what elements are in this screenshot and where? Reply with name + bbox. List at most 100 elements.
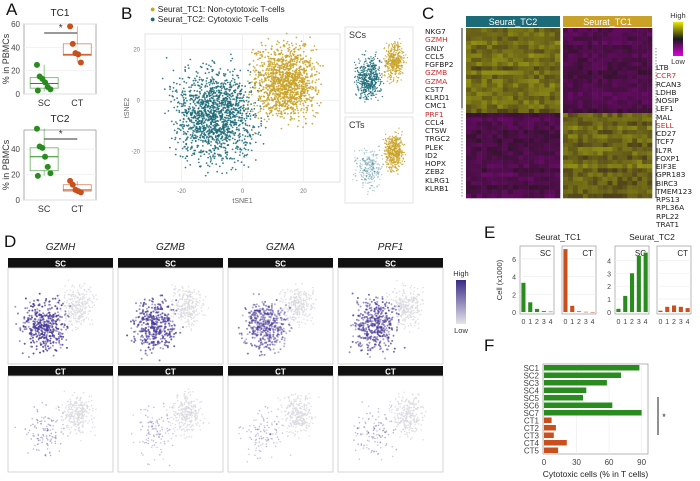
inset-point-tc2 xyxy=(359,60,361,62)
cell-point-tc1 xyxy=(281,74,284,77)
cell-point-tc1 xyxy=(305,76,307,79)
cell-point-tc1 xyxy=(313,68,316,70)
inset-point-tc2 xyxy=(360,166,362,168)
inset-point-tc1 xyxy=(397,41,399,43)
cell-point-tc2 xyxy=(231,74,234,77)
cell-point-tc2 xyxy=(244,119,247,122)
cell-point-tc1 xyxy=(295,83,298,85)
inset-point-tc1 xyxy=(394,156,396,158)
cell-point-tc1 xyxy=(295,77,297,79)
inset-point-tc2 xyxy=(362,172,365,175)
inset-title: CTs xyxy=(349,120,365,130)
heatmap-cell xyxy=(476,108,482,114)
heatmap-cell xyxy=(492,91,498,97)
cell-point-tc2 xyxy=(191,135,193,138)
cell-point-tc1 xyxy=(272,84,275,86)
inset-point-tc2 xyxy=(360,86,363,88)
cell-point-tc2 xyxy=(230,59,232,62)
cell-point-tc1 xyxy=(257,50,260,53)
heatmap-cell xyxy=(471,121,477,126)
heatmap-cell xyxy=(466,130,472,135)
inset-point-tc2 xyxy=(380,88,382,90)
inset-point-tc2 xyxy=(363,77,366,80)
cell-point-tc2 xyxy=(193,89,196,92)
cell-point-tc2 xyxy=(201,125,204,128)
heatmap-cell xyxy=(528,79,535,84)
cell-point-tc1 xyxy=(283,69,286,71)
inset-point-tc2 xyxy=(357,71,360,74)
y-tick-label: 20 xyxy=(11,67,20,76)
cell-point-tc1 xyxy=(271,82,274,85)
inset-point-tc1 xyxy=(396,157,399,159)
cell-point-tc2 xyxy=(234,132,237,135)
inset-point-tc2 xyxy=(356,75,358,78)
cell-point-tc1 xyxy=(280,67,283,70)
heatmap-cell xyxy=(533,28,540,33)
cell-point-tc1 xyxy=(288,46,291,49)
cell-point-tc2 xyxy=(195,70,198,73)
inset-point-tc1 xyxy=(387,73,390,75)
cell-point-tc1 xyxy=(279,46,282,49)
heatmap-cell xyxy=(481,83,488,88)
inset-point-tc2 xyxy=(373,168,375,170)
cell-point-tc1 xyxy=(259,51,261,53)
cell-point-tc1 xyxy=(301,87,303,90)
heatmap-cell xyxy=(528,125,535,131)
heatmap-cell xyxy=(549,32,556,37)
heatmap-cell xyxy=(466,40,472,46)
heatmap-cell xyxy=(507,28,514,33)
cell-point-tc2 xyxy=(184,90,186,93)
heatmap-cell xyxy=(528,70,535,75)
inset-point-tc1 xyxy=(400,65,402,68)
cell-point-tc2 xyxy=(210,126,212,129)
heatmap-cell xyxy=(513,66,519,71)
cell-point-tc2 xyxy=(182,104,185,106)
cell-point-tc2 xyxy=(204,92,207,95)
cell-point-tc2 xyxy=(201,103,204,106)
heatmap-cell xyxy=(513,104,519,109)
heatmap-cell xyxy=(481,138,488,143)
cell-point-tc2 xyxy=(201,115,204,117)
cell-point-tc2 xyxy=(267,115,269,118)
cell-point-tc2 xyxy=(260,122,262,125)
inset-point-tc2 xyxy=(365,164,368,166)
heatmap-cell xyxy=(513,100,519,105)
inset-point-tc2 xyxy=(365,74,367,76)
legend-label-tc2: Seurat_TC2: Cytotoxic T-cells xyxy=(157,14,269,24)
cell-point-tc1 xyxy=(258,90,260,93)
cell-point-tc2 xyxy=(215,87,218,89)
cell-point-tc2 xyxy=(236,74,238,77)
cell-point-tc2 xyxy=(216,122,218,125)
cell-point-tc1 xyxy=(261,80,263,83)
cell-point-tc1 xyxy=(254,116,257,119)
cell-point-tc1 xyxy=(298,85,301,88)
cell-point-tc2 xyxy=(204,86,207,88)
cell-point-tc2 xyxy=(200,114,202,117)
inset-point-tc2 xyxy=(380,167,382,169)
inset-point-tc2 xyxy=(356,66,359,69)
heatmap-cell xyxy=(554,62,561,67)
inset-point-tc1 xyxy=(397,154,399,156)
cell-point-tc1 xyxy=(305,86,307,89)
inset-point-tc2 xyxy=(367,163,369,165)
inset-point-tc2 xyxy=(371,163,374,165)
cell-point-tc1 xyxy=(291,79,293,82)
cell-point-tc1 xyxy=(314,115,317,118)
heatmap-cell xyxy=(539,104,545,109)
cell-point-tc2 xyxy=(226,134,229,137)
heatmap-cell xyxy=(513,79,519,84)
cell-point-tc2 xyxy=(226,144,229,147)
cell-point-tc1 xyxy=(311,80,314,82)
cell-point-tc1 xyxy=(293,50,296,53)
cell-point-tc1 xyxy=(299,47,302,50)
inset-point-tc2 xyxy=(375,155,377,157)
cell-point-tc1 xyxy=(288,86,291,89)
inset-point-tc1 xyxy=(400,140,402,142)
heatmap-cell xyxy=(523,53,529,58)
inset-point-tc2 xyxy=(362,172,364,174)
cell-point-tc2 xyxy=(179,124,181,127)
heatmap-cell xyxy=(486,142,493,148)
cell-point-tc2 xyxy=(194,94,197,97)
inset-point-tc2 xyxy=(361,178,363,181)
heatmap-cell xyxy=(471,104,477,109)
